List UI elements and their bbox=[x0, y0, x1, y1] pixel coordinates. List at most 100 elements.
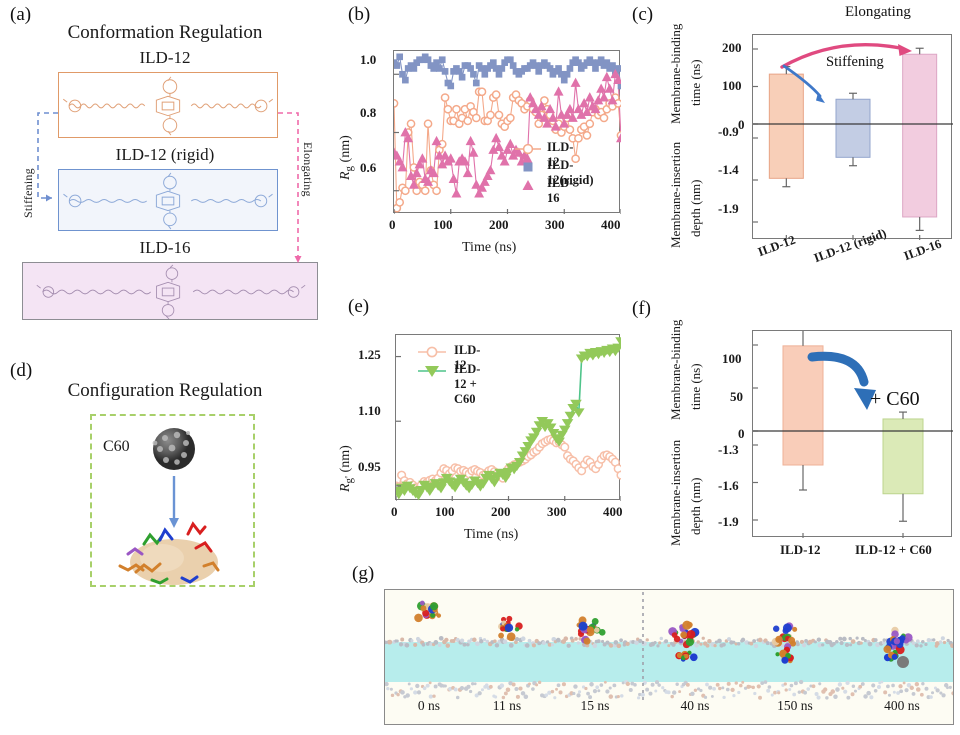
panel-c-y-axis-title-bottom: Membrane-insertion bbox=[668, 141, 683, 248]
molecule-name-ild-12: ILD-12 bbox=[139, 48, 191, 67]
panel-b-legend-label-2: ILD-16 bbox=[547, 176, 574, 205]
panel-b-x-axis-title: Time (ns) bbox=[462, 240, 517, 255]
panel-g-time-4: 150 ns bbox=[777, 698, 813, 713]
panel-g-md-snapshots: (g) 0 ns 11 ns 15 ns 40 ns 150 ns 400 ns bbox=[352, 563, 960, 735]
panel-e-label: (e) bbox=[348, 296, 370, 317]
open-circle-marker-icon bbox=[418, 346, 446, 358]
filled-down-triangle-marker-icon bbox=[418, 366, 446, 377]
panel-c-label: (c) bbox=[632, 4, 654, 25]
panel-b-rg-timeseries: (b) Rg (nm) 1.0 0.8 0.6 0 100 200 300 40… bbox=[330, 0, 630, 290]
panel-e-series-canvas bbox=[396, 337, 621, 501]
panel-c-bar-canvas bbox=[753, 47, 953, 240]
panel-c-y-axis-title-top: Membrane-binding bbox=[668, 23, 683, 124]
panel-g-time-3: 40 ns bbox=[680, 698, 710, 713]
panel-c-y-axis-title-bottom2: depth (nm) bbox=[688, 179, 703, 237]
molecule-name-ild-12-rigid: ILD-12 (rigid) bbox=[115, 145, 215, 164]
panel-f-ytick-50: 50 bbox=[730, 389, 743, 404]
panel-c-category-2: ILD-16 bbox=[902, 236, 944, 264]
panel-f-label: (f) bbox=[632, 298, 651, 319]
panel-f-ytick--1.6: -1.6 bbox=[718, 478, 739, 493]
panel-e-rgprime-timeseries: (e) Rg' (nm) 1.25 1.10 0.95 0 100 200 30… bbox=[330, 290, 630, 575]
panel-g-time-0: 0 ns bbox=[417, 698, 441, 713]
panel-d-dashed-box: C60 bbox=[90, 414, 255, 587]
panel-e-xtick-100: 100 bbox=[435, 504, 455, 519]
panel-d-title: Configuration Regulation bbox=[67, 380, 263, 401]
panel-e-ytick-0.95: 0.95 bbox=[358, 459, 381, 474]
panel-e-xtick-400: 400 bbox=[603, 504, 623, 519]
panel-d-configuration-regulation: (d) Configuration Regulation C60 bbox=[0, 330, 330, 590]
panel-c-ytick-100: 100 bbox=[722, 78, 742, 93]
panel-a-label: (a) bbox=[10, 4, 32, 25]
panel-g-simulation-box: 0 ns 11 ns 15 ns 40 ns 150 ns 400 ns bbox=[384, 589, 954, 725]
panel-b-xtick-0: 0 bbox=[389, 217, 396, 232]
filled-square-marker-icon bbox=[523, 162, 533, 172]
panel-b-plot-area bbox=[393, 50, 621, 214]
panel-g-time-5: 400 ns bbox=[884, 698, 920, 713]
panel-e-xtick-200: 200 bbox=[491, 504, 511, 519]
molecule-box-ild-16 bbox=[22, 262, 318, 320]
panel-b-legend-label-1: ILD-12(rigid) bbox=[547, 158, 594, 187]
panel-f-y-axis-title-bottom2: depth (nm) bbox=[688, 477, 703, 535]
panel-f-bar-canvas bbox=[753, 331, 953, 538]
panel-b-xtick-400: 400 bbox=[601, 217, 621, 232]
panel-e-legend-label-0: ILD-12 bbox=[454, 343, 481, 372]
panel-f-plot-area bbox=[752, 330, 953, 538]
open-circle-marker-icon bbox=[515, 143, 541, 155]
panel-e-legend-label-1: ILD-12 + C60 bbox=[454, 362, 481, 406]
panel-f-annotation-c60: + C60 bbox=[870, 388, 920, 410]
panel-e-ytick-1.25: 1.25 bbox=[358, 347, 381, 362]
panel-b-xtick-100: 100 bbox=[433, 217, 453, 232]
panel-f-bars: (f) Membrane-binding time (ns) Membrane-… bbox=[630, 290, 960, 575]
panel-c-annotation-stiffening: Stiffening bbox=[826, 54, 884, 70]
ild-12-structure-icon bbox=[62, 76, 274, 136]
panel-b-series-canvas bbox=[394, 53, 621, 214]
panel-f-ytick-0: 0 bbox=[738, 426, 745, 441]
panel-f-ytick--1.3: -1.3 bbox=[718, 442, 739, 457]
panel-a-conformation-regulation: (a) Conformation Regulation ILD-12 ILD-1… bbox=[0, 0, 330, 330]
panel-c-ytick-200: 200 bbox=[722, 40, 742, 55]
c60-label: C60 bbox=[103, 438, 130, 455]
panel-e-xtick-0: 0 bbox=[391, 504, 398, 519]
panel-c-bars: (c) Membrane-binding time (ns) Membrane-… bbox=[630, 0, 960, 290]
panel-f-y-axis-title-top: Membrane-binding bbox=[668, 319, 683, 420]
panel-d-label: (d) bbox=[10, 360, 33, 381]
panel-f-y-axis-title-top2: time (ns) bbox=[688, 363, 703, 410]
panel-e-xtick-300: 300 bbox=[547, 504, 567, 519]
panel-f-ytick-100: 100 bbox=[722, 351, 742, 366]
panel-b-y-axis-title: Rg (nm) bbox=[338, 135, 355, 180]
panel-f-ytick--1.9: -1.9 bbox=[718, 514, 739, 529]
panel-b-ytick-1.0: 1.0 bbox=[360, 52, 377, 67]
panel-c-ytick--0.9: -0.9 bbox=[718, 124, 739, 139]
panel-c-annotation-elongating: Elongating bbox=[845, 4, 911, 20]
panel-f-category-0: ILD-12 bbox=[780, 542, 821, 557]
panel-a-title: Conformation Regulation bbox=[67, 22, 263, 43]
panel-g-time-2: 15 ns bbox=[580, 698, 610, 713]
panel-e-y-axis-title: Rg' (nm) bbox=[338, 445, 355, 492]
panel-b-label: (b) bbox=[348, 4, 371, 25]
panel-c-ytick--1.4: -1.4 bbox=[718, 162, 739, 177]
panel-g-time-1: 11 ns bbox=[492, 698, 522, 713]
panel-e-plot-area bbox=[395, 334, 621, 501]
panel-b-ytick-0.8: 0.8 bbox=[360, 105, 377, 120]
panel-b-legend-label-0: ILD-12 bbox=[547, 140, 574, 169]
ild-16-structure-icon bbox=[36, 264, 306, 320]
panel-c-ytick-0: 0 bbox=[738, 117, 745, 132]
ild-12-rigid-structure-icon bbox=[63, 172, 273, 230]
panel-b-ytick-0.6: 0.6 bbox=[360, 160, 377, 175]
membrane-snapshot-icon bbox=[385, 590, 953, 724]
stiffening-label: Stiffening bbox=[21, 168, 35, 218]
elongating-label: Elongating bbox=[301, 142, 315, 197]
molecule-name-ild-16: ILD-16 bbox=[139, 238, 191, 257]
molecule-box-ild-12 bbox=[58, 72, 278, 138]
filled-triangle-marker-icon bbox=[522, 180, 534, 190]
panel-g-label: (g) bbox=[352, 563, 375, 584]
panel-f-category-1: ILD-12 + C60 bbox=[855, 542, 932, 557]
panel-b-xtick-200: 200 bbox=[489, 217, 509, 232]
panel-e-x-axis-title: Time (ns) bbox=[464, 527, 519, 542]
panel-c-ytick--1.9: -1.9 bbox=[718, 201, 739, 216]
panel-f-y-axis-title-bottom: Membrane-insertion bbox=[668, 439, 683, 546]
c60-fullerene-icon bbox=[118, 428, 220, 585]
molecule-box-ild-12-rigid bbox=[58, 169, 278, 231]
panel-c-y-axis-title-top2: time (ns) bbox=[688, 59, 703, 106]
panel-e-ytick-1.10: 1.10 bbox=[358, 403, 381, 418]
